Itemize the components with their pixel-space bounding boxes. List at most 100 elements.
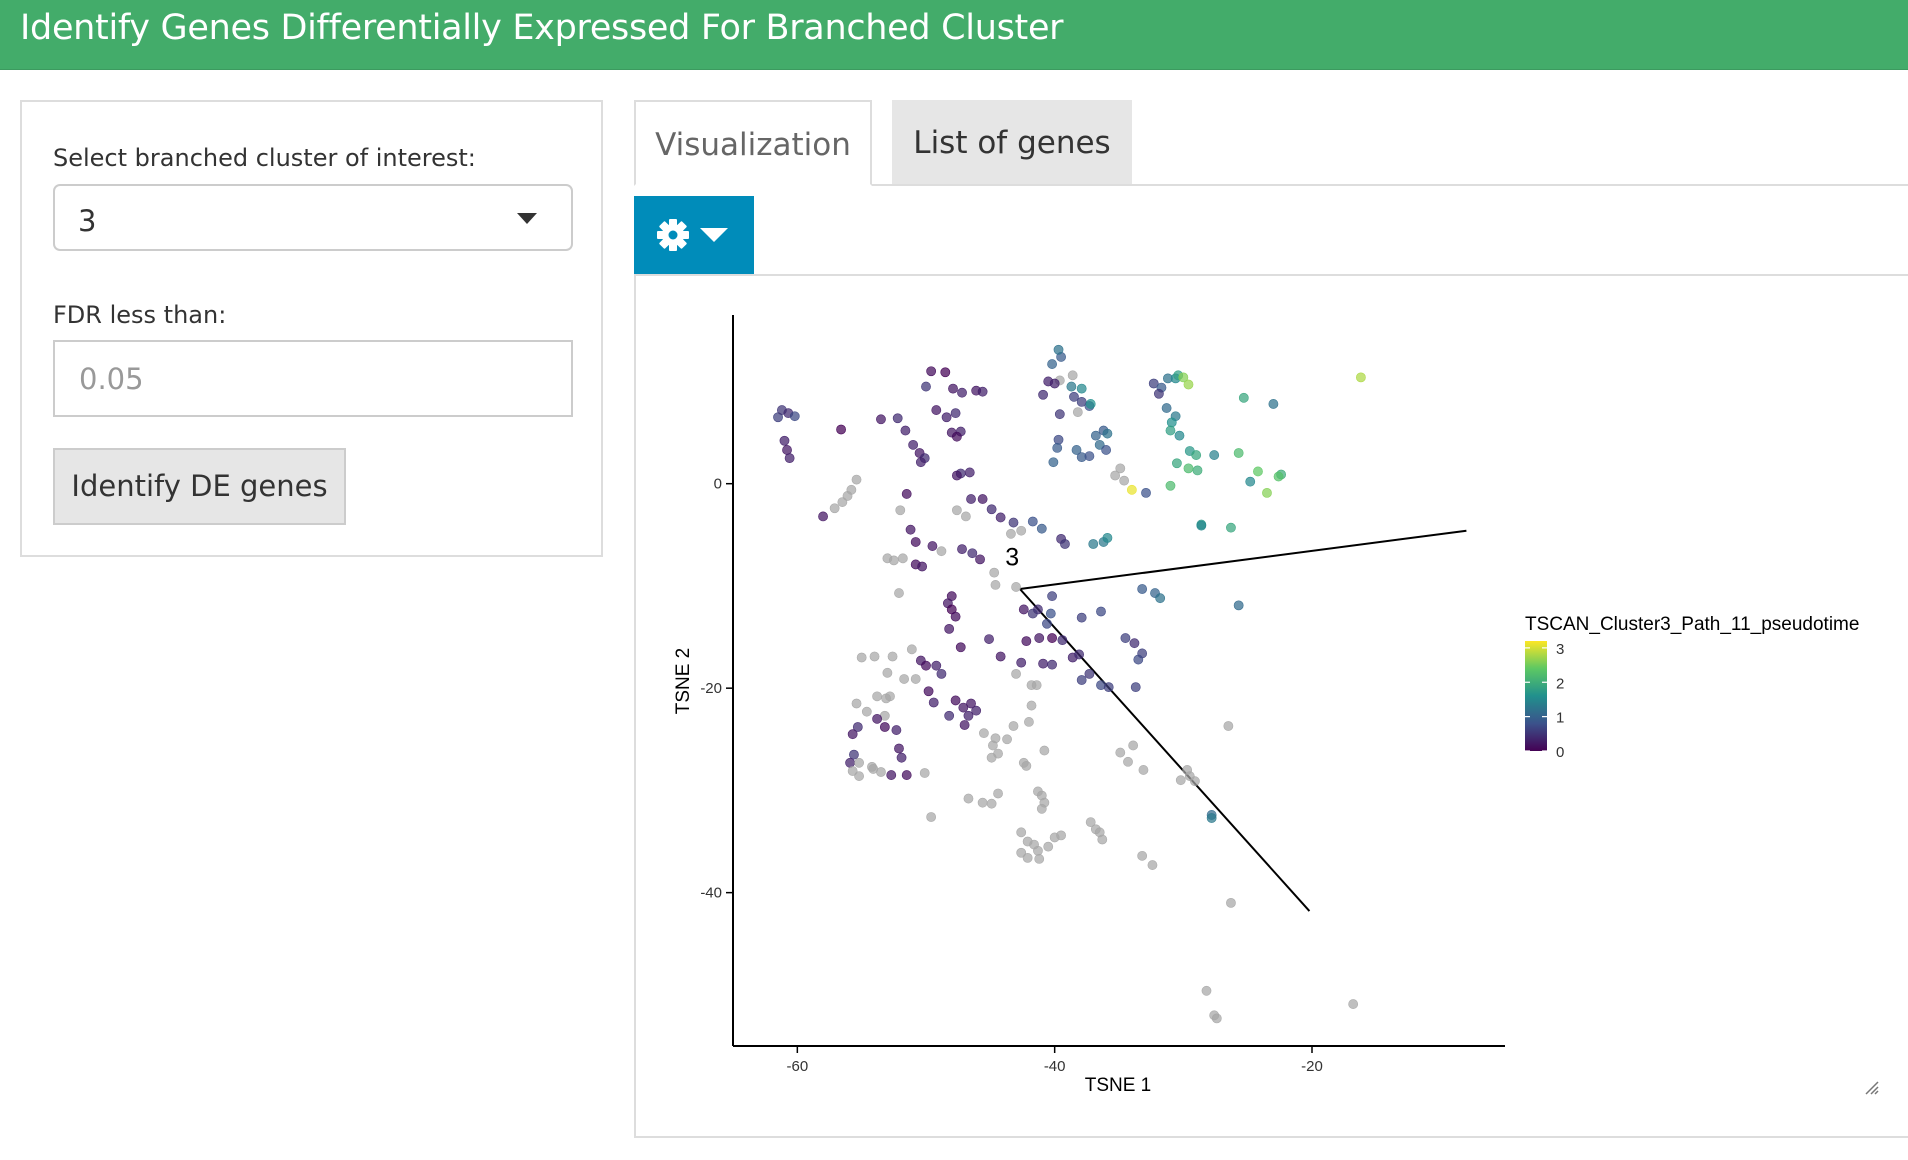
trajectory-segment <box>1019 588 1311 912</box>
scatter-point <box>900 425 911 436</box>
scatter-point <box>872 713 883 724</box>
scatter-point <box>886 770 897 780</box>
scatter-point <box>948 383 958 394</box>
scatter-point <box>896 752 907 763</box>
legend-tick-label: 2 <box>1556 675 1564 692</box>
scatter-point <box>1155 593 1166 604</box>
scatter-point <box>1016 525 1027 536</box>
fdr-input[interactable] <box>53 340 573 417</box>
scatter-point <box>1038 658 1048 669</box>
scatter-point <box>1069 391 1079 402</box>
scatter-point <box>951 431 962 442</box>
scatter-point <box>1034 854 1045 864</box>
scatter-point <box>964 467 975 478</box>
scatter-point <box>1226 897 1236 908</box>
tab-list-of-genes[interactable]: List of genes <box>892 100 1132 184</box>
scatter-point <box>959 720 970 730</box>
scatter-point <box>897 553 908 564</box>
scatter-point <box>1094 439 1105 450</box>
resize-handle-icon[interactable] <box>1862 1078 1880 1096</box>
scatter-point <box>829 503 840 514</box>
plot-panel <box>634 274 1908 1138</box>
scatter-point <box>895 505 906 516</box>
scatter-point <box>1120 633 1131 643</box>
scatter-point <box>941 412 952 423</box>
trajectory-segment <box>1019 529 1467 590</box>
cluster-select-value: 3 <box>78 204 97 238</box>
scatter-point <box>1054 409 1065 420</box>
scatter-point <box>876 767 886 777</box>
scatter-point <box>960 511 971 522</box>
scatter-point <box>1047 659 1057 670</box>
scatter-point <box>1110 470 1121 481</box>
scatter-point <box>1043 376 1054 387</box>
scatter-point <box>919 768 930 778</box>
identify-de-genes-button[interactable]: Identify DE genes <box>53 448 346 525</box>
scatter-point <box>818 511 828 522</box>
scatter-point <box>975 554 985 565</box>
scatter-point <box>1022 852 1033 863</box>
axis-ticks: -60 -40 -20 0 -20 -40 <box>700 476 1323 1075</box>
scatter-point <box>1056 830 1066 841</box>
scatter-point <box>1192 465 1203 476</box>
scatter-point <box>782 445 792 455</box>
scatter-point <box>1183 379 1194 390</box>
scatter-point <box>1123 756 1133 767</box>
scatter-point <box>847 766 858 776</box>
legend-colorbar <box>1525 641 1547 751</box>
tab-visualization[interactable]: Visualization <box>634 100 872 186</box>
scatter-point <box>1201 985 1212 996</box>
scatter-point <box>1085 399 1096 409</box>
scatter-point <box>990 580 1001 590</box>
legend-ticks: 3 2 1 0 <box>1525 641 1564 761</box>
scatter-point <box>1165 480 1176 491</box>
scatter-point <box>892 413 903 424</box>
scatter-point <box>1060 539 1070 549</box>
scatter-point <box>936 546 947 557</box>
scatter-point <box>995 651 1006 662</box>
scatter-point <box>1008 517 1019 528</box>
scatter-point <box>1042 618 1052 629</box>
scatter-point <box>1011 582 1021 592</box>
scatter-point <box>872 691 883 702</box>
scatter-point <box>1072 407 1083 418</box>
scatter-point <box>984 634 994 644</box>
scatter-point <box>1206 813 1217 823</box>
settings-dropdown-button[interactable] <box>634 196 754 274</box>
scatter-point <box>1008 721 1019 731</box>
scatter-point <box>1076 675 1087 685</box>
scatter-point <box>1038 389 1048 400</box>
scatter-point <box>1016 847 1027 858</box>
scatter-point <box>1175 775 1186 786</box>
scatter-point <box>1074 649 1085 660</box>
scatter-point <box>1036 803 1047 814</box>
scatter-point <box>1088 539 1099 549</box>
scatter-point <box>789 411 800 422</box>
scatter-point <box>879 722 890 732</box>
scatter-point <box>1129 638 1140 649</box>
scatter-point <box>1034 633 1045 643</box>
sidebar-panel: Select branched cluster of interest: 3 F… <box>20 100 603 557</box>
scatter-point <box>836 424 846 435</box>
scatter-point <box>963 710 974 721</box>
scatter-point <box>1071 445 1082 455</box>
scatter-point <box>977 797 988 808</box>
scatter-point <box>894 743 904 754</box>
scatter-point <box>1273 471 1284 482</box>
scatter-point <box>854 771 864 781</box>
scatter-point <box>931 405 942 415</box>
scatter-point <box>1165 425 1176 436</box>
scatter-point <box>940 367 951 378</box>
scatter-point <box>901 489 912 499</box>
x-tick-label: -40 <box>1044 1058 1066 1075</box>
scatter-point <box>1115 463 1126 474</box>
scatter-point <box>1084 668 1095 679</box>
scatter-point <box>1016 657 1027 668</box>
scatter-point <box>1172 458 1182 469</box>
y-tick-label: -40 <box>700 885 722 902</box>
scatter-point <box>1102 428 1113 439</box>
scatter-point <box>869 651 880 662</box>
cluster-select[interactable]: 3 <box>53 184 573 251</box>
scatter-point <box>1191 450 1202 460</box>
gear-icon <box>657 219 689 251</box>
